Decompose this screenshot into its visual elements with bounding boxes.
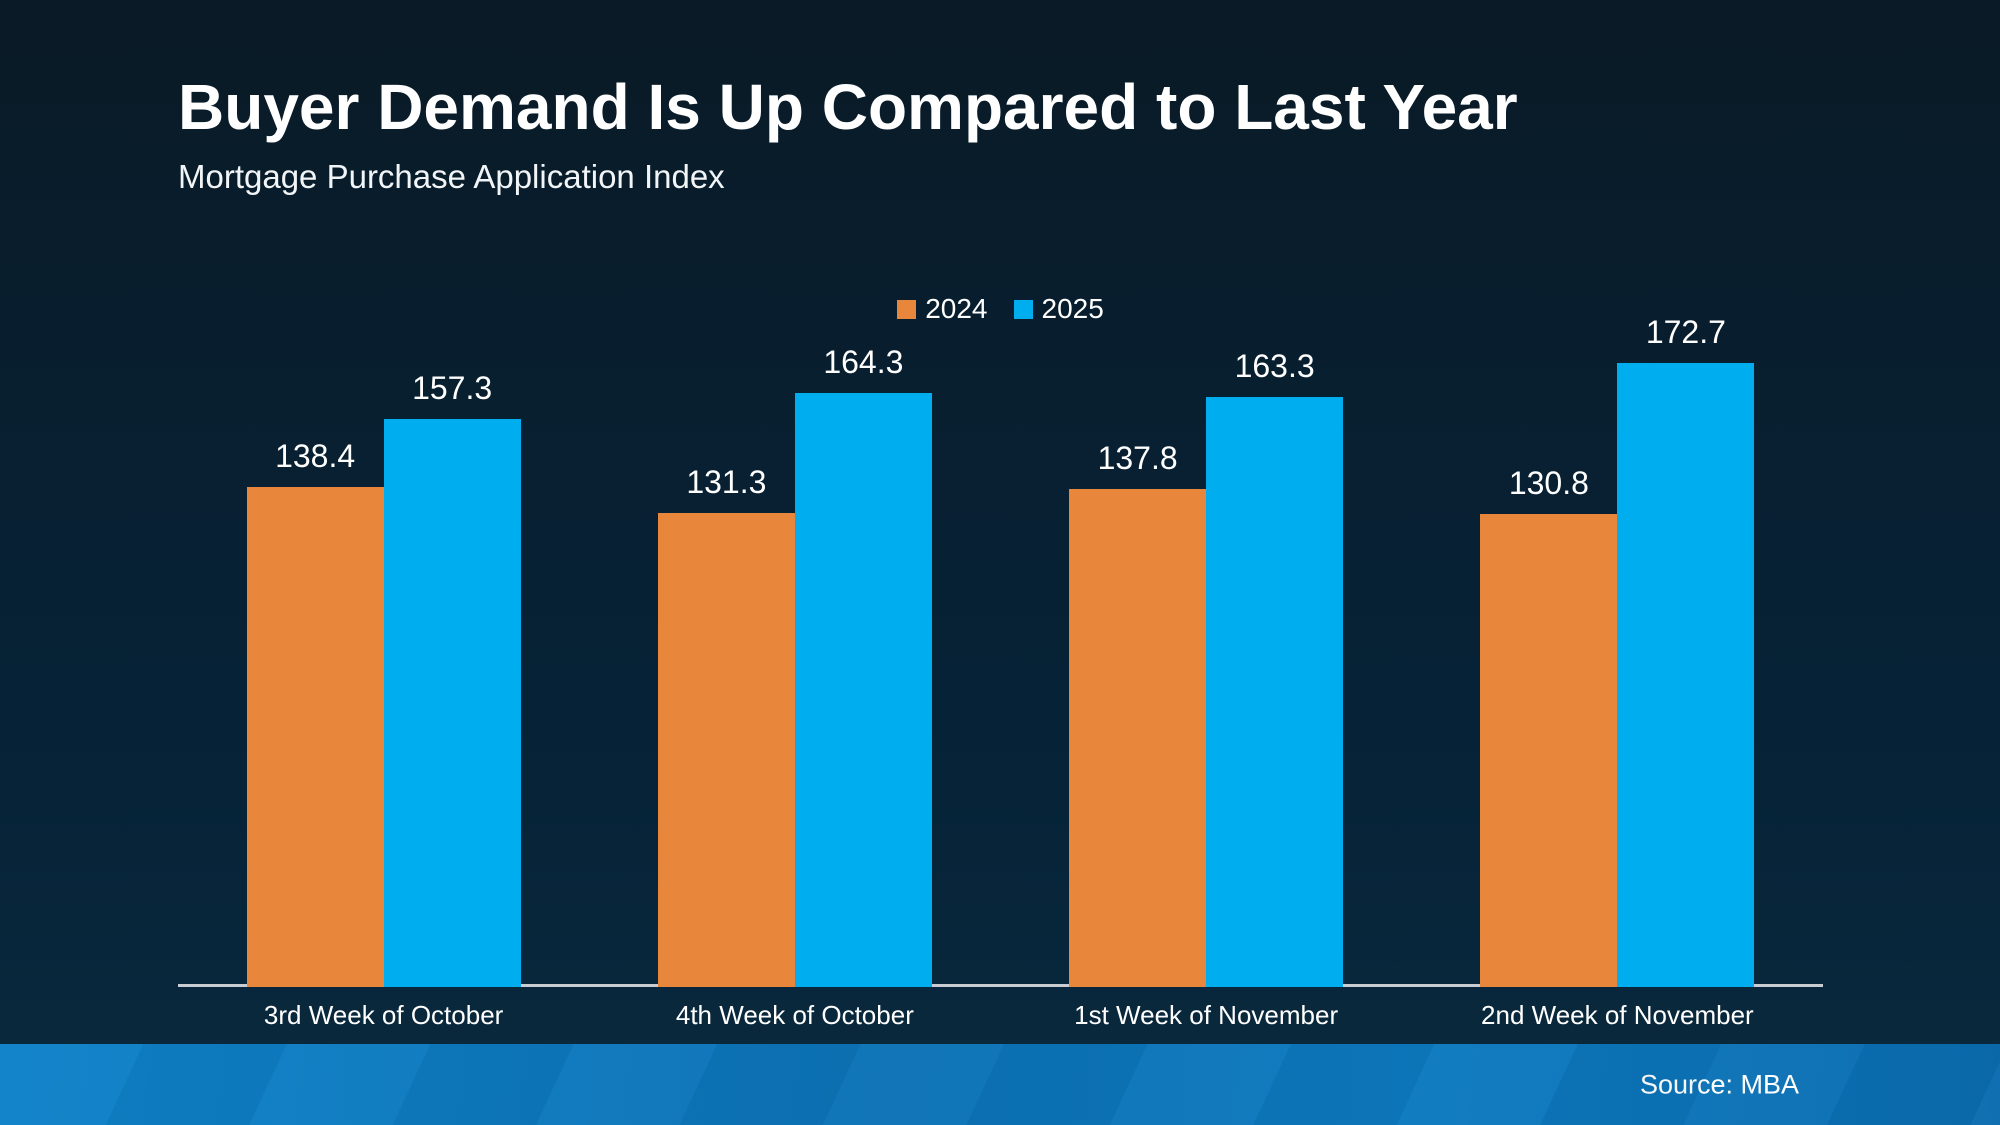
bar-group: 137.8 163.3 1st Week of November bbox=[1001, 0, 1412, 1030]
bar-2024 bbox=[1480, 514, 1618, 987]
bar-2024 bbox=[1069, 489, 1207, 987]
bar-2025 bbox=[1617, 363, 1755, 987]
value-label-2025: 157.3 bbox=[412, 370, 493, 406]
source-label: Source: MBA bbox=[1640, 1069, 1800, 1099]
bar-2024 bbox=[246, 487, 384, 987]
value-label-2024: 130.8 bbox=[1508, 465, 1589, 501]
bar-group: 131.3 164.3 4th Week of October bbox=[589, 0, 1000, 1030]
bar-group: 138.4 157.3 3rd Week of October bbox=[178, 0, 589, 1030]
value-label-2024: 138.4 bbox=[275, 438, 356, 474]
chart-title: Buyer Demand Is Up Compared to Last Year bbox=[178, 71, 1518, 143]
bar-2025 bbox=[383, 419, 521, 987]
chart-subtitle: Mortgage Purchase Application Index bbox=[178, 158, 725, 195]
legend-item-2025: 2025 bbox=[1013, 293, 1104, 325]
value-label-2025: 164.3 bbox=[823, 344, 904, 380]
legend-item-2024: 2024 bbox=[897, 293, 988, 325]
bar-2025 bbox=[1206, 397, 1344, 987]
bar-group: 130.8 172.7 2nd Week of November bbox=[1412, 0, 1823, 1030]
legend-swatch-icon bbox=[897, 299, 917, 319]
value-label-2025: 172.7 bbox=[1645, 314, 1726, 350]
category-label: 3rd Week of October bbox=[263, 1000, 504, 1030]
legend-label: 2024 bbox=[925, 293, 988, 324]
bar-2024 bbox=[657, 513, 795, 987]
category-label: 2nd Week of November bbox=[1481, 1000, 1754, 1030]
value-label-2025: 163.3 bbox=[1234, 348, 1315, 384]
bar-2025 bbox=[794, 393, 932, 987]
value-label-2024: 137.8 bbox=[1097, 440, 1178, 476]
footer-bar: Source: MBA bbox=[0, 1044, 2000, 1125]
category-label: 1st Week of November bbox=[1074, 1000, 1339, 1030]
value-label-2024: 131.3 bbox=[686, 464, 767, 500]
x-axis-line bbox=[178, 984, 1823, 987]
plot-area: 138.4 157.3 3rd Week of October 131.3 164.3 4… bbox=[178, 0, 1823, 1030]
legend-label: 2025 bbox=[1041, 293, 1104, 324]
category-label: 4th Week of October bbox=[675, 1000, 914, 1030]
legend-swatch-icon bbox=[1013, 299, 1033, 319]
chart-legend: 2024 2025 bbox=[178, 292, 1823, 326]
